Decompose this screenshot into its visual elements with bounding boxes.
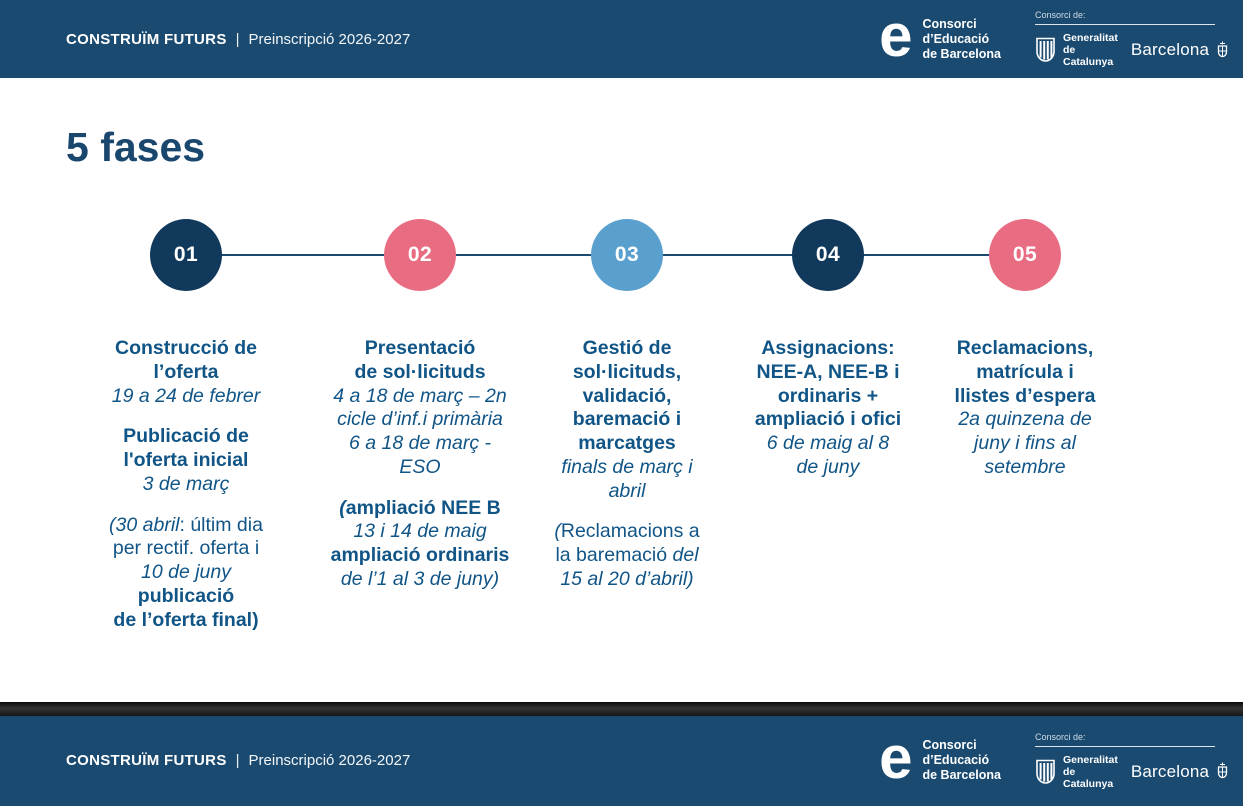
generalitat-name-line: Generalitat (1063, 753, 1118, 766)
partner-row: Generalitat de Catalunya Barcelona (1035, 32, 1228, 68)
phase-circle: 03 (591, 219, 663, 291)
consorci-name-line: de Barcelona (922, 46, 1001, 61)
partner-row: Generalitat de Catalunya Barcelona (1035, 754, 1228, 790)
phase-column-5: 05 Reclamacions, matrícula i llistes d’e… (906, 219, 1144, 497)
generalitat-name-line: de Catalunya (1063, 43, 1114, 69)
phase-texts: Construcció de l’oferta 19 a 24 de febre… (66, 337, 306, 633)
generalitat-shield-icon (1035, 37, 1056, 63)
slide-header: CONSTRUÏM FUTURS | Preinscripció 2026-20… (0, 0, 1243, 78)
generalitat-name-line: de Catalunya (1063, 765, 1114, 790)
footer-brand-line: CONSTRUÏM FUTURS | Preinscripció 2026-20… (66, 752, 410, 769)
consorci-name-line: de Barcelona (922, 768, 1001, 783)
footer-logo-zone: e Consorci d’Educació de Barcelona Conso… (879, 723, 1228, 791)
phase-texts: Presentació de sol·licituds 4 a 18 de ma… (291, 337, 549, 592)
phase-column-4: 04 Assignacions: NEE-A, NEE-B i ordinari… (722, 219, 934, 497)
phase-circle: 05 (989, 219, 1061, 291)
phase-texts: Reclamacions, matrícula i llistes d’espe… (906, 337, 1144, 480)
consorci-educacio-logo: e Consorci d’Educació de Barcelona (879, 723, 1001, 791)
next-page-header: CONSTRUÏM FUTURS | Preinscripció 2026-20… (0, 715, 1243, 806)
timeline: 01 Construcció de l’oferta 19 a 24 de fe… (0, 219, 1243, 689)
slide-body: 5 fases 01 Construcció de l’oferta 19 a … (0, 78, 1243, 702)
consorci-name-line: Consorci (922, 738, 977, 753)
phase-column-2: 02 Presentació de sol·licituds 4 a 18 de… (291, 219, 549, 609)
phase-circle: 02 (384, 219, 456, 291)
page-gap (0, 701, 1243, 716)
phase-paragraph: Publicació de l'oferta inicial 3 de març (123, 425, 249, 495)
barcelona-wordmark: Barcelona (1130, 40, 1210, 59)
generalitat-name-line: Generalitat (1063, 31, 1118, 44)
brand-subtitle: Preinscripció 2026-2027 (248, 30, 411, 48)
phase-texts: Gestió de sol·licituds, validació, barem… (518, 337, 736, 592)
barcelona-wordmark: Barcelona (1130, 761, 1210, 781)
phase-paragraph: (30 abril: últim dia per rectif. oferta … (109, 513, 263, 631)
partner-logos: Consorci de: Generalitat de Catal (1035, 732, 1228, 790)
phase-paragraph: (Reclamacions a la baremació del 15 al 2… (554, 520, 700, 591)
phase-circle: 04 (792, 219, 864, 291)
consorci-name-line: d’Educació (922, 31, 990, 46)
brand-subtitle: Preinscripció 2026-2027 (248, 752, 411, 770)
phase-texts: Assignacions: NEE-A, NEE-B i ordinaris +… (722, 337, 934, 480)
brand-divider: | (235, 752, 240, 770)
phase-column-1: 01 Construcció de l’oferta 19 a 24 de fe… (66, 219, 306, 650)
generalitat-shield-icon (1035, 759, 1056, 785)
brand-title: CONSTRUÏM FUTURS (66, 30, 227, 48)
generalitat-name: Generalitat de Catalunya (1063, 32, 1118, 68)
phase-paragraph: Gestió de sol·licituds, validació, barem… (561, 337, 693, 502)
consorci-name: Consorci d’Educació de Barcelona (922, 738, 1001, 783)
consorci-name: Consorci d’Educació de Barcelona (922, 17, 1001, 62)
phase-paragraph: (ampliació NEE B 13 i 14 de maig ampliac… (330, 496, 510, 591)
partner-caption: Consorci de: (1035, 732, 1215, 747)
consorci-name-line: d’Educació (922, 753, 990, 768)
barcelona-crest-icon (1216, 41, 1229, 60)
phase-paragraph: Assignacions: NEE-A, NEE-B i ordinaris +… (754, 337, 902, 478)
phase-paragraph: Construcció de l’oferta 19 a 24 de febre… (111, 337, 261, 407)
partner-caption: Consorci de: (1035, 10, 1215, 25)
brand-title: CONSTRUÏM FUTURS (66, 752, 227, 770)
phase-column-3: 03 Gestió de sol·licituds, validació, ba… (518, 219, 736, 609)
phase-paragraph: Presentació de sol·licituds 4 a 18 de ma… (333, 337, 507, 478)
phase-paragraph: Reclamacions, matrícula i llistes d’espe… (954, 337, 1096, 478)
consorci-name-line: Consorci (922, 16, 977, 31)
generalitat-name: Generalitat de Catalunya (1063, 754, 1118, 790)
phase-circle: 01 (150, 219, 222, 291)
header-brand-line: CONSTRUÏM FUTURS | Preinscripció 2026-20… (66, 31, 410, 48)
brand-divider: | (235, 30, 240, 48)
consorci-e-logo-icon: e (879, 723, 913, 791)
header-logo-zone: e Consorci d’Educació de Barcelona Conso… (879, 2, 1228, 69)
consorci-e-logo-icon: e (879, 2, 913, 69)
barcelona-crest-icon (1216, 762, 1229, 781)
page-title: 5 fases (66, 124, 206, 170)
partner-logos: Consorci de: Generalitat de Catal (1035, 10, 1228, 68)
consorci-educacio-logo: e Consorci d’Educació de Barcelona (879, 2, 1001, 69)
